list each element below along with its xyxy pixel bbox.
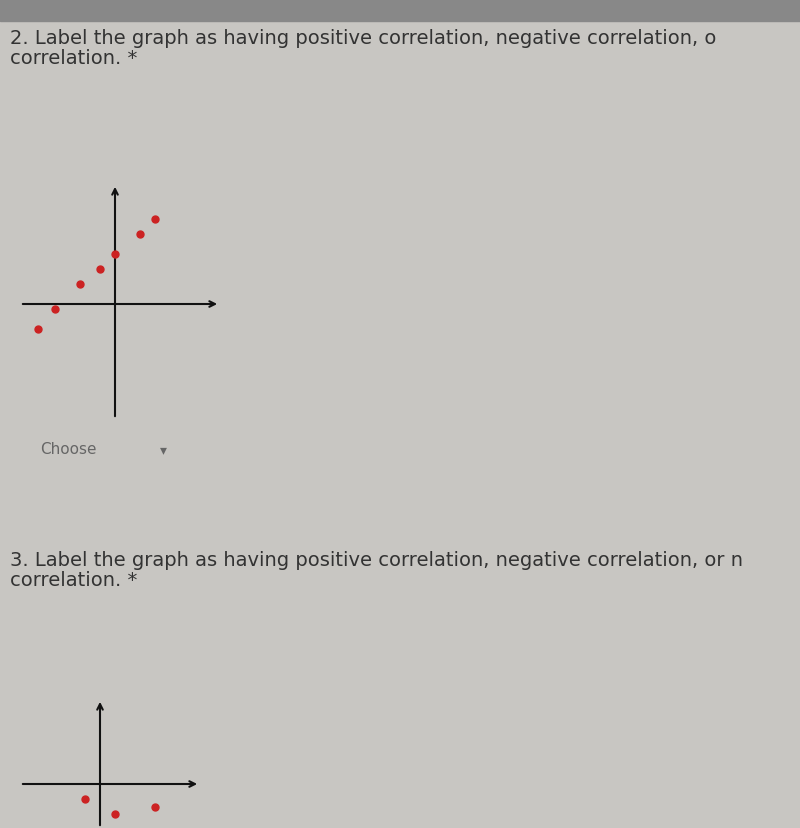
Text: ▾: ▾ [160, 442, 167, 456]
Point [109, 248, 122, 262]
Point [74, 278, 86, 291]
Point [134, 228, 146, 241]
Bar [0, 0, 800, 22]
Point [49, 303, 62, 316]
Text: correlation. *: correlation. * [10, 49, 138, 67]
Text: correlation. *: correlation. * [10, 570, 138, 589]
Point [149, 801, 162, 814]
Text: 2. Label the graph as having positive correlation, negative correlation, o: 2. Label the graph as having positive co… [10, 28, 716, 47]
Point [94, 263, 106, 277]
Point [149, 213, 162, 226]
Point [109, 807, 122, 821]
Text: Choose: Choose [40, 442, 97, 457]
Point [78, 792, 91, 806]
Text: 3. Label the graph as having positive correlation, negative correlation, or n: 3. Label the graph as having positive co… [10, 550, 743, 569]
Point [32, 323, 45, 336]
